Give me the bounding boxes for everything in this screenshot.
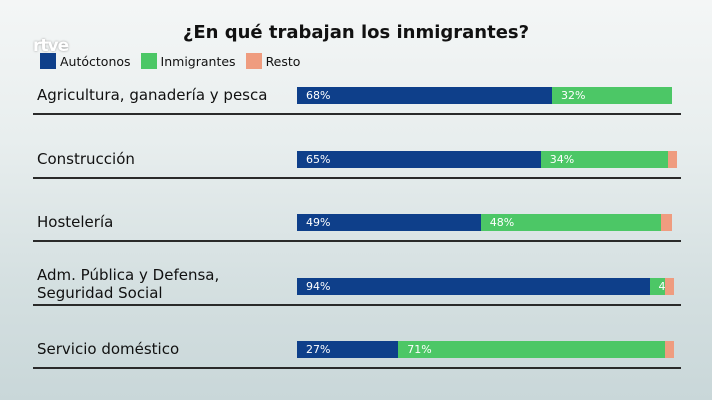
data-label: 68% — [306, 89, 331, 102]
row-separator — [33, 177, 681, 179]
chart-title: ¿En qué trabajan los inmigrantes? — [182, 22, 530, 43]
bar-segment-autóctonos: 49% — [297, 214, 481, 231]
bar-segment-resto — [664, 278, 674, 295]
bar-segment-resto — [664, 341, 674, 358]
bar-segment-autóctonos: 27% — [297, 341, 399, 358]
category-label: Servicio doméstico — [37, 340, 180, 358]
legend-swatch — [245, 53, 262, 69]
data-label: 27% — [306, 343, 331, 356]
bar-segment-inmigrantes: 48% — [480, 214, 661, 231]
bar-segment-inmigrantes: 71% — [398, 341, 665, 358]
data-label: 4% — [658, 280, 665, 293]
bar-segment-inmigrantes: 32% — [552, 87, 672, 104]
data-label: 65% — [306, 153, 331, 166]
data-label: 32% — [561, 89, 586, 102]
rtve-logo: rtve — [33, 36, 69, 56]
legend-item-autoctonos: Autóctonos — [40, 53, 131, 69]
legend-item-resto: Resto — [245, 53, 301, 69]
bar-segment-autóctonos: 65% — [297, 151, 541, 168]
row-separator — [33, 367, 681, 369]
bar-segment-inmigrantes: 34% — [540, 151, 669, 168]
category-label: Construcción — [37, 150, 135, 168]
data-label: 48% — [489, 216, 515, 229]
category-label: Adm. Pública y Defensa, Seguridad Social — [37, 266, 220, 302]
legend-label: Resto — [265, 53, 301, 69]
bar-segment-autóctonos: 94% — [297, 278, 650, 295]
row-separator — [33, 240, 681, 242]
legend: Autóctonos Inmigrantes Resto — [40, 53, 310, 69]
row-separator — [33, 304, 681, 306]
data-label: 71% — [407, 343, 432, 356]
bar-segment-resto — [660, 214, 672, 231]
legend-swatch — [40, 53, 56, 69]
row-separator — [33, 113, 681, 115]
bar-segment-autóctonos: 68% — [297, 87, 552, 104]
data-label: 94% — [306, 280, 331, 293]
legend-item-inmigrantes: Inmigrantes — [140, 53, 236, 69]
bar-segment-inmigrantes: 4% — [649, 278, 665, 295]
category-label: Hostelería — [37, 213, 114, 231]
data-label: 34% — [549, 153, 575, 166]
legend-label: Inmigrantes — [160, 53, 236, 69]
category-label: Agricultura, ganadería y pesca — [37, 86, 268, 104]
bar-segment-resto — [668, 151, 678, 168]
legend-swatch — [140, 53, 157, 69]
legend-label: Autóctonos — [60, 53, 131, 69]
data-label: 49% — [306, 216, 331, 229]
